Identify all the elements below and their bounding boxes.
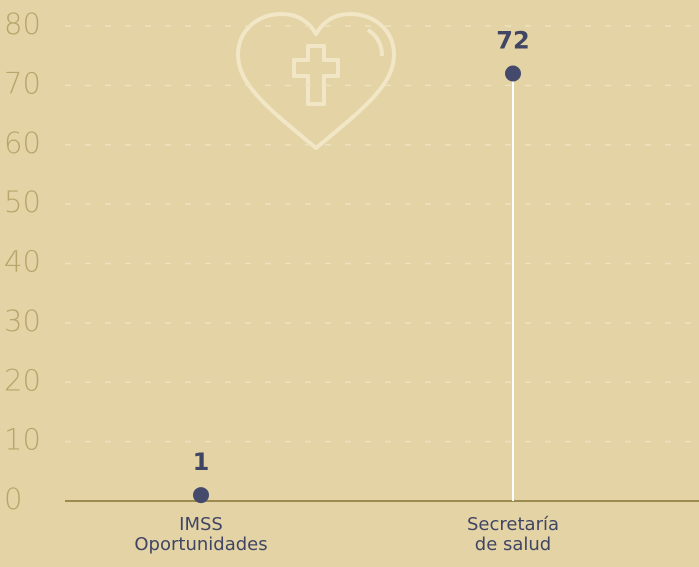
y-tick-label: 70 xyxy=(4,66,41,100)
y-tick-label: 80 xyxy=(4,7,41,41)
y-tick-label: 40 xyxy=(4,245,41,279)
value-label: 1 xyxy=(193,448,210,476)
dot xyxy=(505,65,521,82)
y-tick-label: 50 xyxy=(4,185,41,219)
dot xyxy=(193,487,209,504)
y-tick-label: 0 xyxy=(4,482,22,516)
x-tick-label: Secretaría de salud xyxy=(467,514,559,555)
x-tick-label: IMSS Oportunidades xyxy=(134,514,267,555)
y-tick-label: 60 xyxy=(4,126,41,160)
y-tick-label: 10 xyxy=(4,423,41,457)
heart-icon xyxy=(236,12,396,150)
y-tick-label: 30 xyxy=(4,304,41,338)
y-tick-label: 20 xyxy=(4,363,41,397)
value-label: 72 xyxy=(496,27,529,55)
